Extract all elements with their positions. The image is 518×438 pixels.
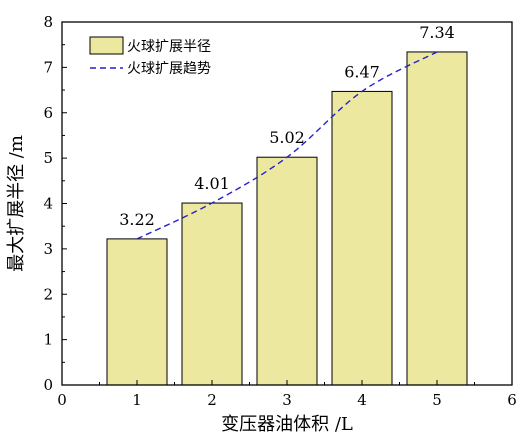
y-tick-label: 1 [43,331,53,349]
y-tick-label: 6 [43,104,53,122]
data-label-4: 6.47 [344,62,380,81]
legend-line-label: 火球扩展趋势 [127,61,211,77]
legend: 火球扩展半径 火球扩展趋势 [89,36,211,77]
x-tick-label: 3 [282,391,292,409]
legend-bar-swatch [89,36,124,55]
legend-bar-label: 火球扩展半径 [127,39,211,55]
y-axis-title: 最大扩展半径 /m [6,135,27,272]
data-label-3: 5.02 [269,128,305,147]
data-labels-group: 3.22 4.01 5.02 6.47 7.34 [119,23,455,229]
x-tick-label: 4 [357,391,367,409]
x-axis-ticks: 0 1 2 3 4 5 6 [57,380,517,409]
x-tick-label: 5 [432,391,442,409]
x-tick-label: 2 [207,391,217,409]
y-tick-label: 2 [43,285,53,303]
x-tick-label: 1 [132,391,142,409]
bar-3 [256,156,318,386]
data-label-1: 3.22 [119,210,155,229]
x-tick-label: 6 [507,391,517,409]
bar-4 [331,90,393,386]
x-axis-title: 变压器油体积 /L [221,414,353,435]
y-tick-label: 7 [43,58,53,76]
bar-1 [106,238,168,386]
data-label-5: 7.34 [419,23,455,42]
bar-5 [406,51,468,386]
y-tick-label: 8 [43,13,53,31]
y-tick-label: 5 [43,149,53,167]
x-tick-label: 0 [57,391,67,409]
y-tick-label: 4 [43,195,53,213]
y-axis-ticks: 0 1 2 3 4 5 6 7 8 [43,13,67,394]
bars-group [106,51,468,386]
y-tick-label: 0 [43,376,53,394]
trend-line [136,51,438,240]
data-label-2: 4.01 [194,174,230,193]
bar-2 [181,202,243,386]
y-tick-label: 3 [43,240,53,258]
